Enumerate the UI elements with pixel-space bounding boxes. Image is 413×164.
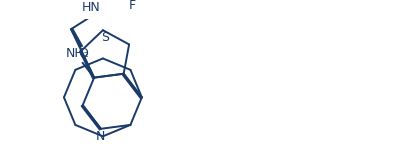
Text: NH₂: NH₂	[66, 48, 89, 61]
Text: N: N	[96, 130, 106, 143]
Text: S: S	[102, 31, 109, 44]
Text: O: O	[78, 47, 88, 60]
Text: HN: HN	[82, 1, 100, 14]
Text: F: F	[128, 0, 135, 12]
